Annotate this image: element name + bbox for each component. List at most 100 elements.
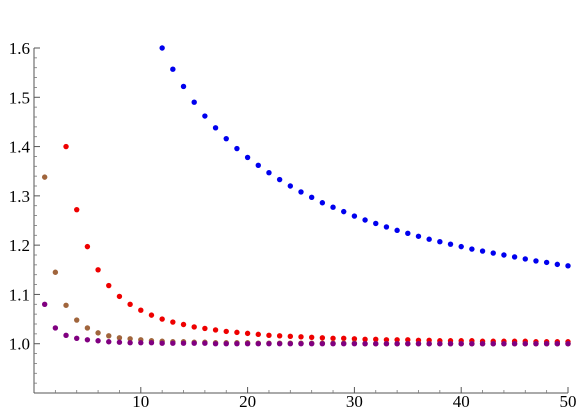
y-tick-label: 1.0 xyxy=(9,335,30,354)
data-point-series-4 xyxy=(202,340,208,346)
data-point-series-4 xyxy=(554,341,561,347)
data-point-series-4 xyxy=(351,341,358,347)
data-point-series-2 xyxy=(319,335,326,341)
data-point-series-2 xyxy=(373,336,379,342)
y-tick-label: 1.5 xyxy=(9,88,30,107)
data-point-series-3 xyxy=(127,336,133,342)
data-point-series-4 xyxy=(191,340,197,346)
data-point-series-4 xyxy=(74,335,80,341)
data-point-series-4 xyxy=(308,341,315,347)
data-point-series-3 xyxy=(116,335,123,341)
data-point-series-4 xyxy=(490,341,496,347)
data-point-series-2 xyxy=(266,332,272,339)
data-point-series-4 xyxy=(437,341,443,347)
data-point-series-4 xyxy=(415,341,422,347)
data-point-series-3 xyxy=(106,333,112,339)
data-point-series-2 xyxy=(330,335,336,341)
data-point-series-4 xyxy=(405,341,411,347)
data-point-series-4 xyxy=(148,340,155,346)
data-point-series-4 xyxy=(511,341,518,347)
data-point-series-3 xyxy=(63,302,69,308)
data-point-series-3 xyxy=(52,269,59,275)
data-point-series-2 xyxy=(63,143,69,150)
data-point-series-4 xyxy=(84,337,91,343)
data-point-series-2 xyxy=(362,336,368,342)
data-point-series-4 xyxy=(426,341,432,347)
data-point-series-1 xyxy=(458,243,464,250)
data-point-series-1 xyxy=(511,254,518,260)
y-tick-label: 1.1 xyxy=(9,285,30,304)
data-point-series-4 xyxy=(244,341,251,347)
data-point-series-4 xyxy=(501,341,507,347)
data-point-series-4 xyxy=(95,338,101,344)
y-tick-label: 1.2 xyxy=(9,236,30,255)
data-point-series-2 xyxy=(341,335,347,341)
data-point-series-2 xyxy=(308,334,315,341)
data-point-series-2 xyxy=(223,328,229,335)
data-point-series-4 xyxy=(543,341,550,347)
data-point-series-1 xyxy=(469,246,475,252)
data-point-series-4 xyxy=(41,301,48,307)
data-point-series-1 xyxy=(287,183,294,189)
data-point-series-4 xyxy=(127,340,133,346)
data-point-series-1 xyxy=(405,230,411,237)
data-point-series-1 xyxy=(426,236,432,242)
data-point-series-2 xyxy=(298,334,304,340)
data-point-series-2 xyxy=(351,336,358,342)
data-point-series-1 xyxy=(394,227,400,234)
data-point-series-4 xyxy=(394,341,400,347)
data-point-series-1 xyxy=(244,154,251,161)
data-point-series-1 xyxy=(447,241,454,247)
data-point-series-2 xyxy=(191,324,197,330)
data-point-series-1 xyxy=(341,208,347,215)
data-point-series-3 xyxy=(74,317,80,323)
data-point-series-1 xyxy=(298,189,304,195)
data-point-series-1 xyxy=(319,200,326,206)
data-point-series-4 xyxy=(469,341,475,347)
data-point-series-1 xyxy=(522,256,528,262)
data-point-series-2 xyxy=(138,307,144,313)
data-point-series-1 xyxy=(565,263,571,269)
data-point-series-4 xyxy=(52,325,59,331)
data-point-series-4 xyxy=(362,341,368,347)
data-point-series-1 xyxy=(234,145,240,152)
data-point-series-1 xyxy=(543,259,550,266)
data-point-series-2 xyxy=(84,243,91,250)
data-point-series-4 xyxy=(255,341,261,347)
data-point-series-2 xyxy=(212,327,219,333)
data-point-series-4 xyxy=(106,339,112,345)
data-point-series-1 xyxy=(308,194,315,201)
data-point-series-4 xyxy=(180,340,187,346)
y-tick-label: 1.4 xyxy=(9,138,31,157)
data-point-series-4 xyxy=(522,341,528,347)
data-point-series-4 xyxy=(159,340,165,346)
data-point-series-2 xyxy=(234,329,240,336)
data-point-series-3 xyxy=(95,330,101,336)
data-point-series-4 xyxy=(138,340,144,346)
data-point-series-1 xyxy=(554,261,561,268)
data-point-series-4 xyxy=(276,341,283,347)
data-point-series-2 xyxy=(95,267,101,273)
data-point-series-4 xyxy=(330,341,336,347)
data-point-series-2 xyxy=(170,319,176,325)
data-point-series-1 xyxy=(159,45,165,51)
x-tick-label: 10 xyxy=(132,392,149,410)
chart-axes: 10 20 30 40 50 1.0 1.1 1.2 1.3 1.4 1.5 1.6 xyxy=(9,39,577,410)
data-point-series-2 xyxy=(74,206,80,213)
data-point-series-4 xyxy=(319,341,326,347)
data-point-series-2 xyxy=(405,337,411,343)
data-point-series-4 xyxy=(63,332,69,339)
data-point-series-2 xyxy=(255,331,261,338)
data-point-series-2 xyxy=(127,301,133,307)
data-point-series-2 xyxy=(202,325,208,332)
data-point-series-1 xyxy=(255,162,261,168)
data-point-series-1 xyxy=(437,238,443,245)
data-point-series-4 xyxy=(266,341,272,347)
data-point-series-1 xyxy=(212,125,219,131)
y-tick-label: 1.6 xyxy=(9,39,30,58)
x-tick-label: 30 xyxy=(346,392,363,410)
data-point-series-4 xyxy=(234,341,240,347)
data-point-series-4 xyxy=(298,341,304,347)
data-point-series-4 xyxy=(383,341,390,347)
